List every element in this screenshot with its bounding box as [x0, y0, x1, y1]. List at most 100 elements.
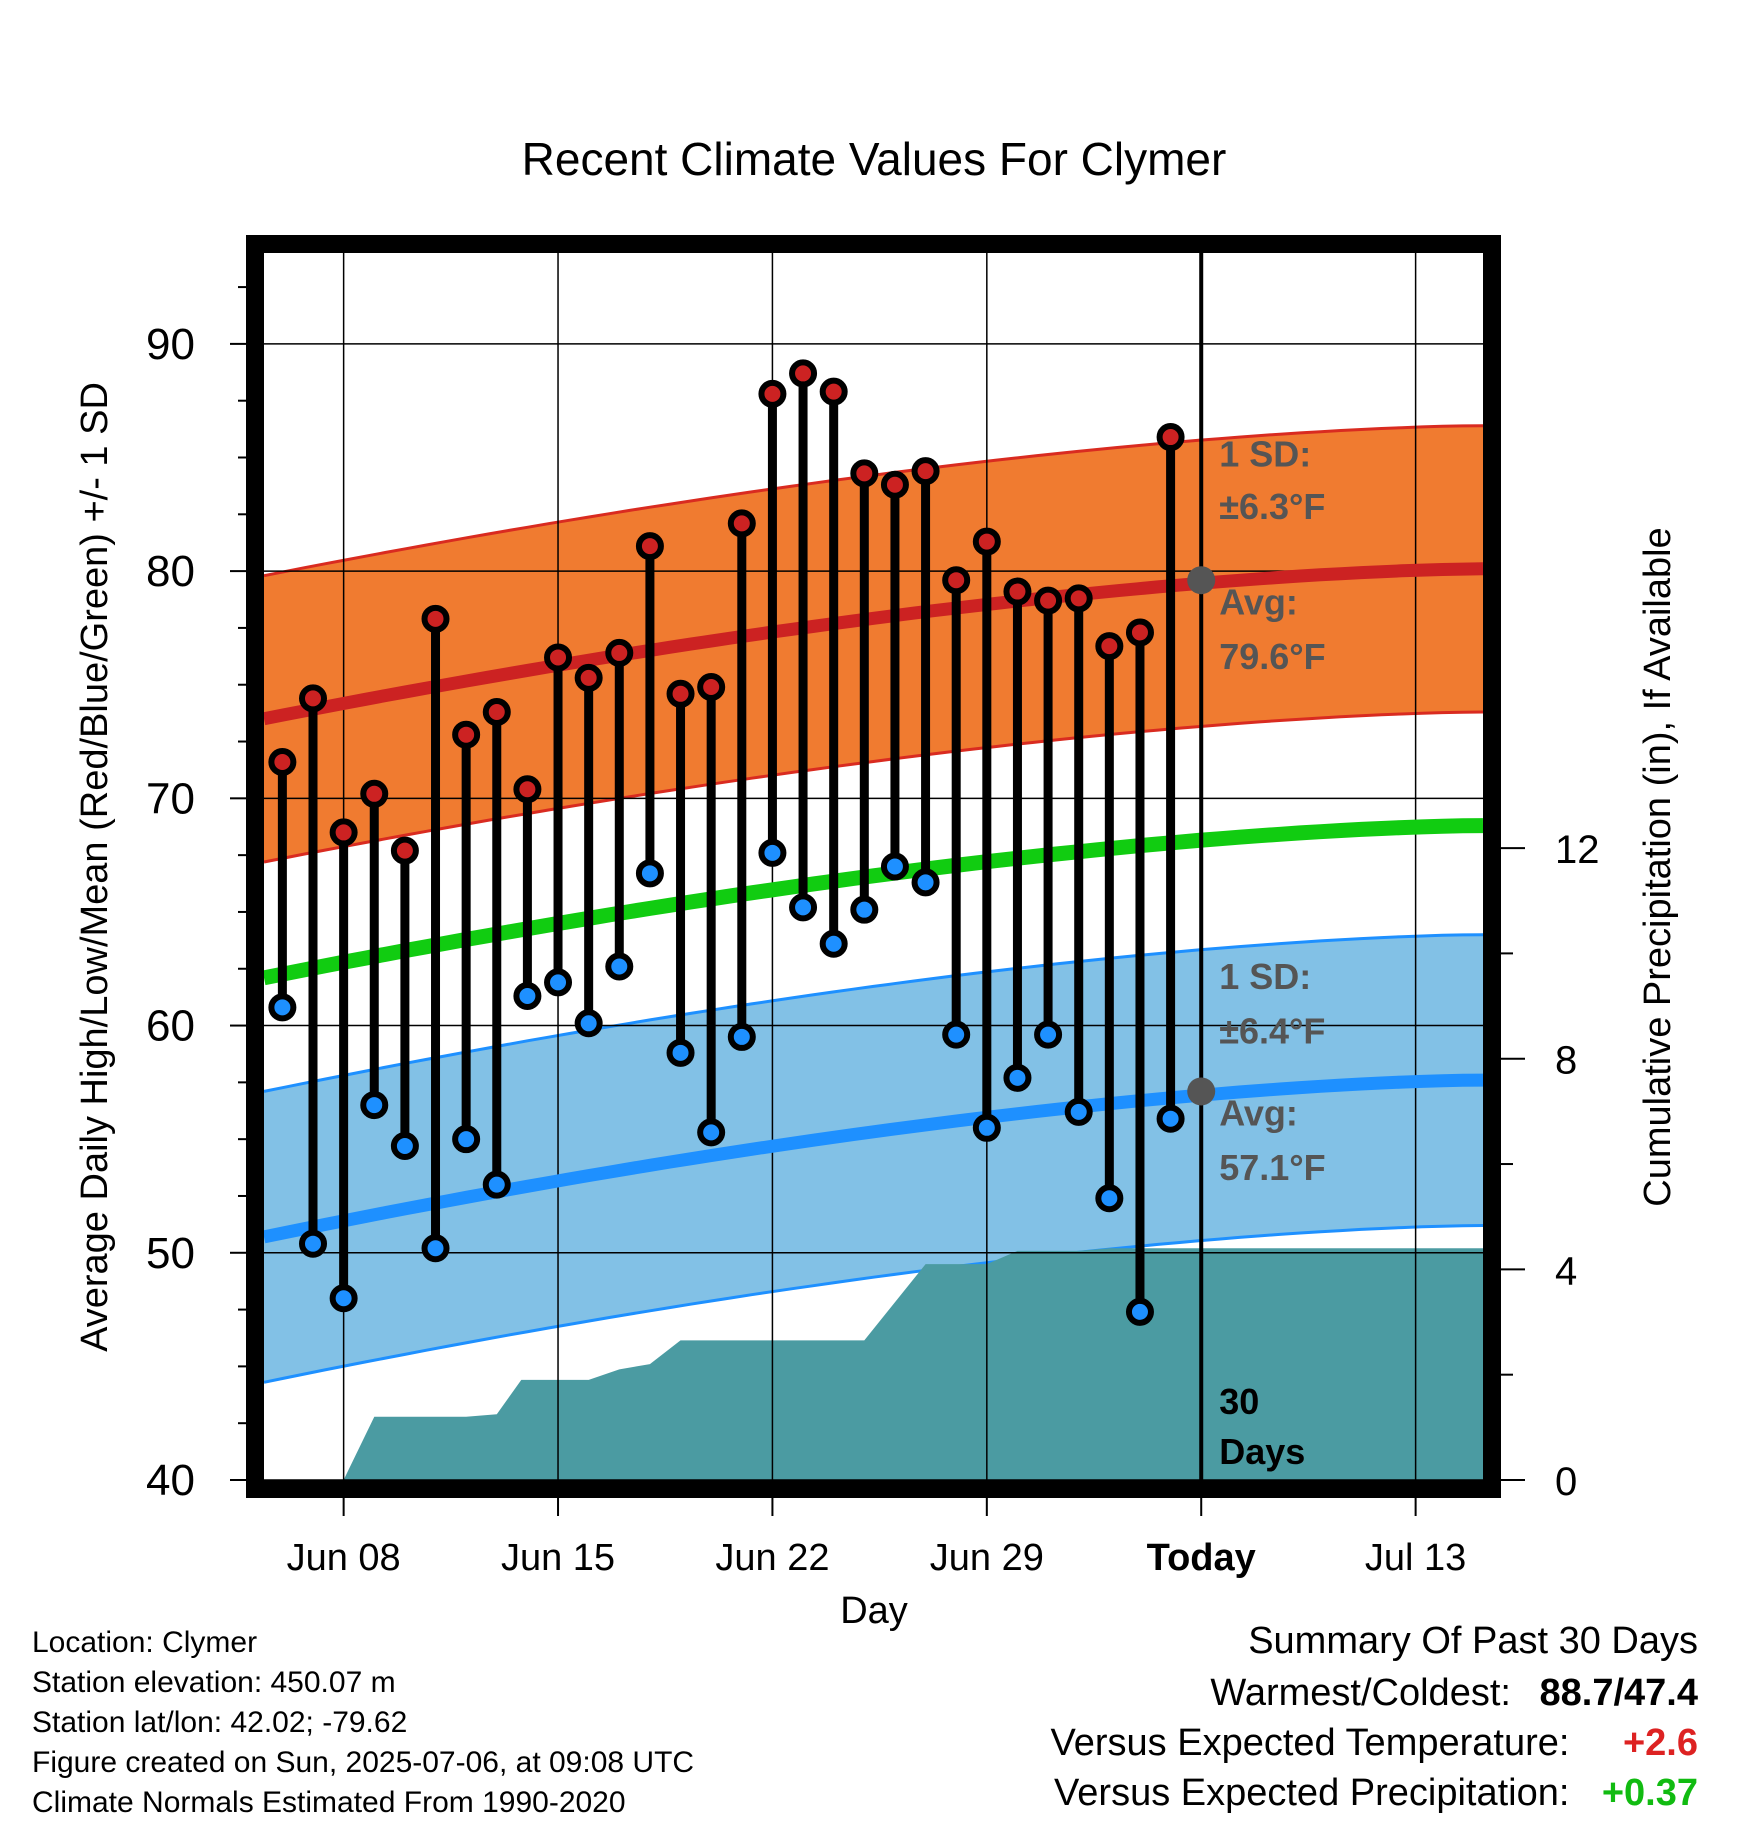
low-point: [850, 895, 879, 924]
high-avg-label: Avg:: [1219, 581, 1298, 622]
low-point: [268, 993, 297, 1022]
summary-title: Summary Of Past 30 Days: [1248, 1620, 1698, 1662]
high-point: [421, 604, 450, 633]
info-elevation: Station elevation: 450.07 m: [32, 1666, 396, 1699]
x-tick-label: Jun 29: [930, 1537, 1044, 1579]
low-point: [1125, 1297, 1154, 1326]
low-point: [942, 1020, 971, 1049]
high-point: [390, 836, 419, 865]
days-number: 30: [1219, 1381, 1259, 1422]
high-point: [727, 509, 756, 538]
info-normals: Climate Normals Estimated From 1990-2020: [32, 1786, 626, 1819]
y2-tick-label: 4: [1555, 1249, 1577, 1293]
y-axis-label: Average Daily High/Low/Mean (Red/Blue/Gr…: [74, 382, 116, 1352]
low-point: [360, 1091, 389, 1120]
info-created: Figure created on Sun, 2025-07-06, at 09…: [32, 1746, 695, 1779]
summary-warmest-label: Warmest/Coldest:: [1210, 1672, 1511, 1714]
low-avg-label: Avg:: [1219, 1093, 1298, 1134]
summary-temp: Versus Expected Temperature: +2.6: [1051, 1722, 1698, 1765]
low-point: [1003, 1063, 1032, 1092]
high-point: [299, 684, 328, 713]
plot-frame: [246, 235, 1501, 1498]
high-point: [605, 638, 634, 667]
info-location: Location: Clymer: [32, 1626, 258, 1659]
high-sd-value: ±6.3°F: [1219, 486, 1325, 527]
low-point: [513, 982, 542, 1011]
summary-precip-value: +0.37: [1601, 1772, 1698, 1814]
y-tick-label: 70: [146, 774, 195, 823]
high-point: [666, 679, 695, 708]
plot-area: 1 SD: ±6.3°F Avg: 79.6°F 1 SD: ±6.4°F Avg: 57.1…: [146, 235, 1600, 1579]
high-point: [880, 470, 909, 499]
x-tick-label: Jun 15: [501, 1537, 615, 1579]
low-sd-value: ±6.4°F: [1219, 1011, 1325, 1052]
low-point: [574, 1009, 603, 1038]
y-tick-label: 40: [146, 1456, 195, 1505]
low-point: [666, 1038, 695, 1067]
high-point: [1095, 632, 1124, 661]
precipitation-area: [264, 1248, 1483, 1480]
low-point: [1034, 1020, 1063, 1049]
low-point: [544, 968, 573, 997]
high-point: [635, 532, 664, 561]
low-point: [1064, 1097, 1093, 1126]
high-point: [452, 720, 481, 749]
high-point: [819, 377, 848, 406]
x-tick-label: Jun 08: [287, 1537, 401, 1579]
high-point: [1064, 584, 1093, 613]
y2-tick-label: 12: [1555, 828, 1600, 872]
low-point: [727, 1022, 756, 1051]
high-point: [1034, 586, 1063, 615]
high-avg-value: 79.6°F: [1219, 636, 1325, 677]
high-point: [544, 643, 573, 672]
low-point: [880, 852, 909, 881]
high-sd-label: 1 SD:: [1219, 434, 1311, 475]
x-tick-label: Jul 13: [1365, 1537, 1466, 1579]
low-point: [1095, 1184, 1124, 1213]
low-point: [911, 868, 940, 897]
high-sd-band: [264, 425, 1483, 862]
high-point: [789, 359, 818, 388]
high-point: [1125, 618, 1154, 647]
summary-temp-label: Versus Expected Temperature:: [1050, 1722, 1570, 1764]
low-point: [482, 1170, 511, 1199]
high-point: [758, 379, 787, 408]
low-point: [390, 1131, 419, 1160]
high-point: [268, 747, 297, 776]
low-sd-band: [264, 934, 1483, 1383]
low-average-line: [262, 1073, 1484, 1244]
high-point: [911, 457, 940, 486]
high-point: [972, 527, 1001, 556]
low-point: [635, 859, 664, 888]
high-point: [482, 697, 511, 726]
x-tick-label: Today: [1147, 1537, 1256, 1579]
high-point: [1003, 577, 1032, 606]
low-point: [1156, 1104, 1185, 1133]
high-point: [942, 566, 971, 595]
chart-title: Recent Climate Values For Clymer: [522, 133, 1227, 185]
y-tick-label: 90: [146, 320, 195, 369]
low-avg-value: 57.1°F: [1219, 1147, 1325, 1188]
high-point: [360, 779, 389, 808]
y2-tick-label: 8: [1555, 1039, 1577, 1083]
summary-warmest: Warmest/Coldest: 88.7/47.4: [1210, 1672, 1698, 1715]
low-point: [972, 1113, 1001, 1142]
low-point: [697, 1118, 726, 1147]
info-latlon: Station lat/lon: 42.02; -79.62: [32, 1706, 408, 1739]
y-tick-label: 60: [146, 1002, 195, 1051]
high-avg-today-marker: [1187, 566, 1216, 595]
x-tick-label: Jun 22: [715, 1537, 829, 1579]
summary-precip: Versus Expected Precipitation: +0.37: [1054, 1772, 1698, 1815]
high-point: [574, 663, 603, 692]
low-point: [605, 952, 634, 981]
high-point: [1156, 423, 1185, 452]
low-sd-label: 1 SD:: [1219, 956, 1311, 997]
high-point: [697, 672, 726, 701]
high-average-line: [262, 562, 1484, 726]
summary-warmest-value: 88.7/47.4: [1539, 1672, 1698, 1714]
high-point: [329, 818, 358, 847]
high-point: [850, 459, 879, 488]
low-avg-today-marker: [1187, 1077, 1216, 1106]
low-point: [299, 1229, 328, 1258]
